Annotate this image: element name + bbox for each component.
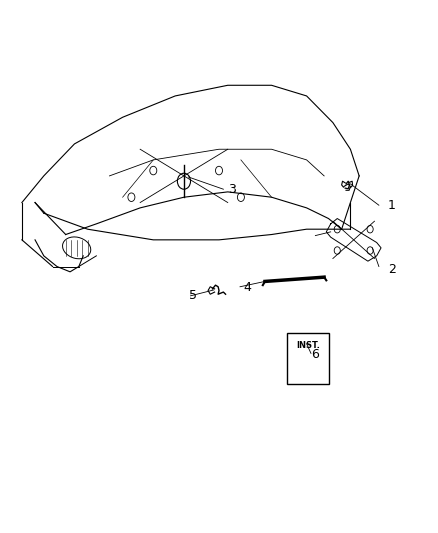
Text: 6: 6 <box>311 348 319 361</box>
Text: 2: 2 <box>388 263 396 276</box>
Bar <box>287 333 328 384</box>
Text: 3: 3 <box>228 183 236 196</box>
Text: INST.: INST. <box>296 341 320 350</box>
Text: 4: 4 <box>244 281 251 294</box>
Text: 1: 1 <box>388 199 396 212</box>
Text: 5: 5 <box>189 289 197 302</box>
